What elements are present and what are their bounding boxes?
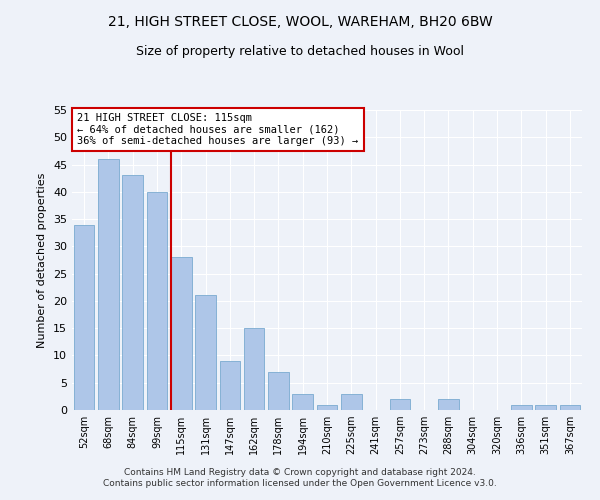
Bar [98,159,119,410]
Text: 21, HIGH STREET CLOSE, WOOL, WAREHAM, BH20 6BW: 21, HIGH STREET CLOSE, WOOL, WAREHAM, BH… [107,15,493,29]
Bar [268,372,289,410]
Text: Size of property relative to detached houses in Wool: Size of property relative to detached ho… [136,45,464,58]
Y-axis label: Number of detached properties: Number of detached properties [37,172,47,348]
Bar [122,176,143,410]
Text: 21 HIGH STREET CLOSE: 115sqm
← 64% of detached houses are smaller (162)
36% of s: 21 HIGH STREET CLOSE: 115sqm ← 64% of de… [77,113,358,146]
Bar [341,394,362,410]
Bar [317,404,337,410]
Bar [292,394,313,410]
Bar [74,224,94,410]
Bar [438,399,459,410]
Bar [171,258,191,410]
Bar [389,399,410,410]
Text: Contains HM Land Registry data © Crown copyright and database right 2024.
Contai: Contains HM Land Registry data © Crown c… [103,468,497,487]
Bar [535,404,556,410]
Bar [560,404,580,410]
Bar [195,296,216,410]
Bar [244,328,265,410]
Bar [511,404,532,410]
Bar [220,361,240,410]
Bar [146,192,167,410]
